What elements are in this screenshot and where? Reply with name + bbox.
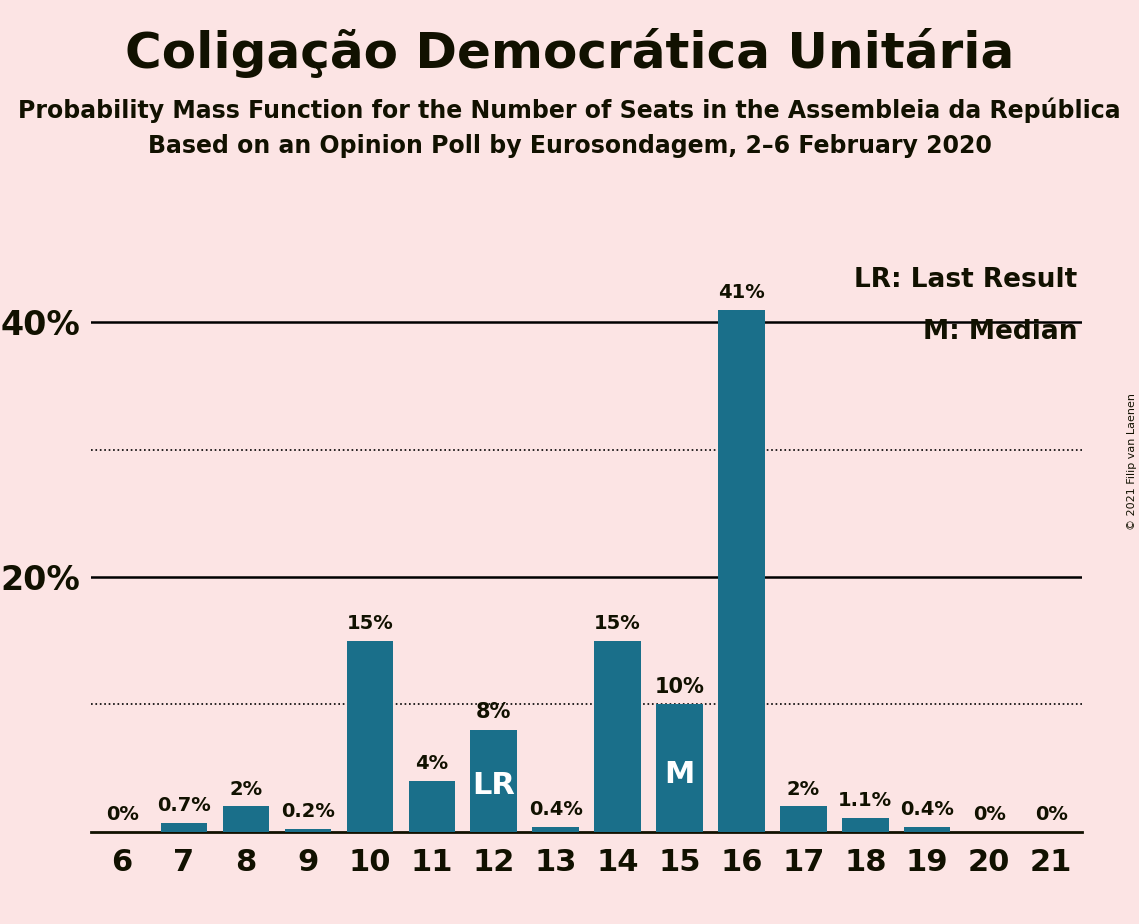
Text: 41%: 41% — [718, 283, 764, 302]
Bar — [842, 818, 888, 832]
Text: 0.4%: 0.4% — [900, 800, 954, 819]
Bar — [346, 640, 393, 832]
Text: 4%: 4% — [416, 754, 449, 773]
Text: LR: Last Result: LR: Last Result — [854, 267, 1077, 293]
Text: 0.2%: 0.2% — [281, 802, 335, 821]
Bar — [470, 730, 517, 832]
Text: 0%: 0% — [106, 805, 139, 824]
Text: 0%: 0% — [1034, 805, 1067, 824]
Text: M: M — [664, 760, 695, 789]
Text: M: Median: M: Median — [923, 319, 1077, 345]
Text: 0.7%: 0.7% — [157, 796, 211, 815]
Text: 10%: 10% — [655, 676, 704, 697]
Text: 15%: 15% — [595, 614, 641, 633]
Text: 0.4%: 0.4% — [528, 800, 582, 819]
Text: LR: LR — [473, 772, 515, 800]
Text: 0%: 0% — [973, 805, 1006, 824]
Bar — [780, 806, 827, 832]
Bar — [904, 826, 950, 832]
Bar — [532, 826, 579, 832]
Text: Coligação Democrática Unitária: Coligação Democrática Unitária — [125, 28, 1014, 78]
Text: 2%: 2% — [229, 780, 262, 798]
Bar — [719, 310, 764, 832]
Bar — [161, 822, 207, 832]
Bar — [285, 829, 331, 832]
Bar — [595, 640, 641, 832]
Text: Probability Mass Function for the Number of Seats in the Assembleia da República: Probability Mass Function for the Number… — [18, 97, 1121, 123]
Bar — [223, 806, 269, 832]
Bar — [656, 704, 703, 832]
Text: Based on an Opinion Poll by Eurosondagem, 2–6 February 2020: Based on an Opinion Poll by Eurosondagem… — [148, 134, 991, 158]
Text: 8%: 8% — [476, 702, 511, 723]
Text: © 2021 Filip van Laenen: © 2021 Filip van Laenen — [1126, 394, 1137, 530]
Text: 1.1%: 1.1% — [838, 791, 892, 810]
Text: 2%: 2% — [787, 780, 820, 798]
Text: 15%: 15% — [346, 614, 393, 633]
Bar — [409, 781, 454, 832]
